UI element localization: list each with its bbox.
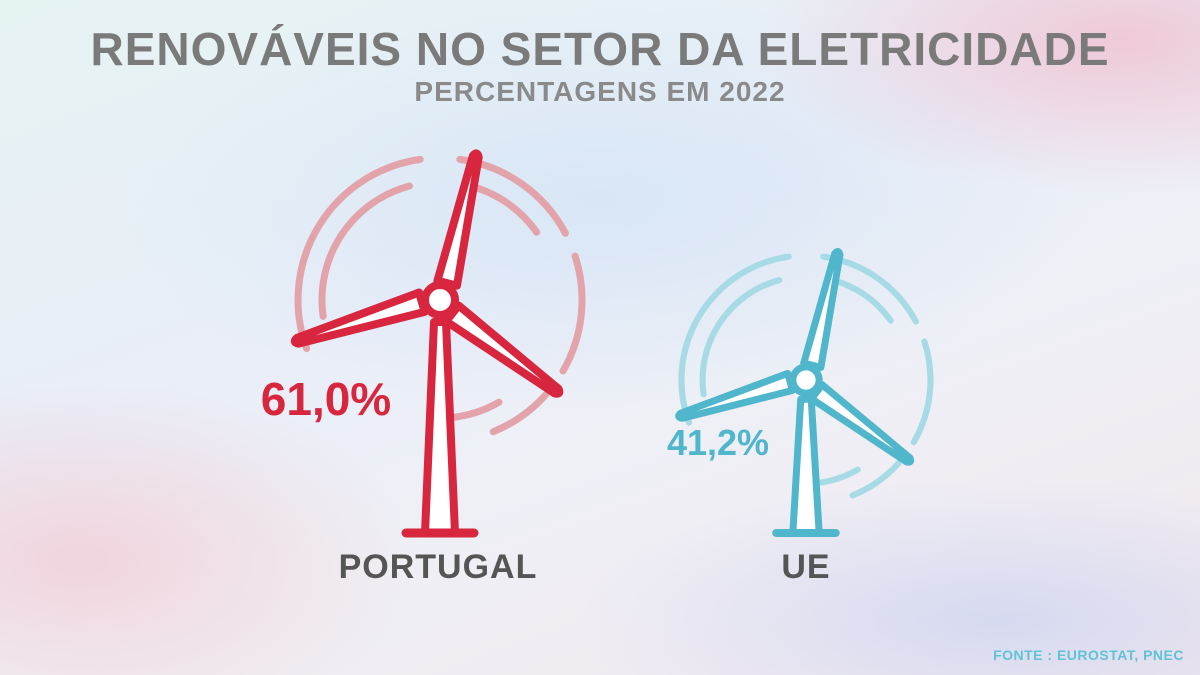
category-label-portugal: PORTUGAL (339, 548, 538, 586)
turbine-blade (800, 248, 844, 371)
turbine-tower (421, 318, 459, 537)
swirl-arc (699, 277, 783, 398)
swirl-arc (829, 277, 894, 324)
source-note: FONTE : EUROSTAT, PNEC (993, 647, 1184, 663)
swirl-arc (678, 253, 792, 426)
swirl-arc (446, 398, 503, 422)
swirl-arc (489, 391, 549, 436)
swirl-arc (467, 182, 541, 236)
swirl-arc (910, 338, 934, 446)
chart-title: RENOVÁVEIS NO SETOR DA ELETRICIDADE (90, 23, 1110, 75)
swirl-arc (318, 182, 413, 320)
swirl-arc (849, 460, 902, 499)
swirl-arc (811, 466, 861, 487)
turbine-hub (421, 281, 459, 319)
turbine-portugal: 61,0% PORTUGAL (261, 149, 586, 586)
turbine-blade (433, 149, 483, 290)
turbine-hub (789, 363, 823, 397)
turbine-blade (442, 301, 564, 398)
turbine-tower (789, 395, 823, 537)
turbine-blade (675, 369, 797, 422)
swirl-arc (559, 252, 586, 375)
turbine-blade (290, 288, 429, 348)
swirl-arc (294, 155, 424, 353)
value-label-ue: 41,2% (667, 422, 769, 463)
turbine-blade (807, 381, 915, 466)
chart-subtitle: PERCENTAGENS EM 2022 (414, 76, 786, 107)
category-label-ue: UE (781, 548, 830, 586)
turbine-ue: 41,2% UE (667, 248, 934, 586)
value-label-portugal: 61,0% (261, 373, 391, 425)
